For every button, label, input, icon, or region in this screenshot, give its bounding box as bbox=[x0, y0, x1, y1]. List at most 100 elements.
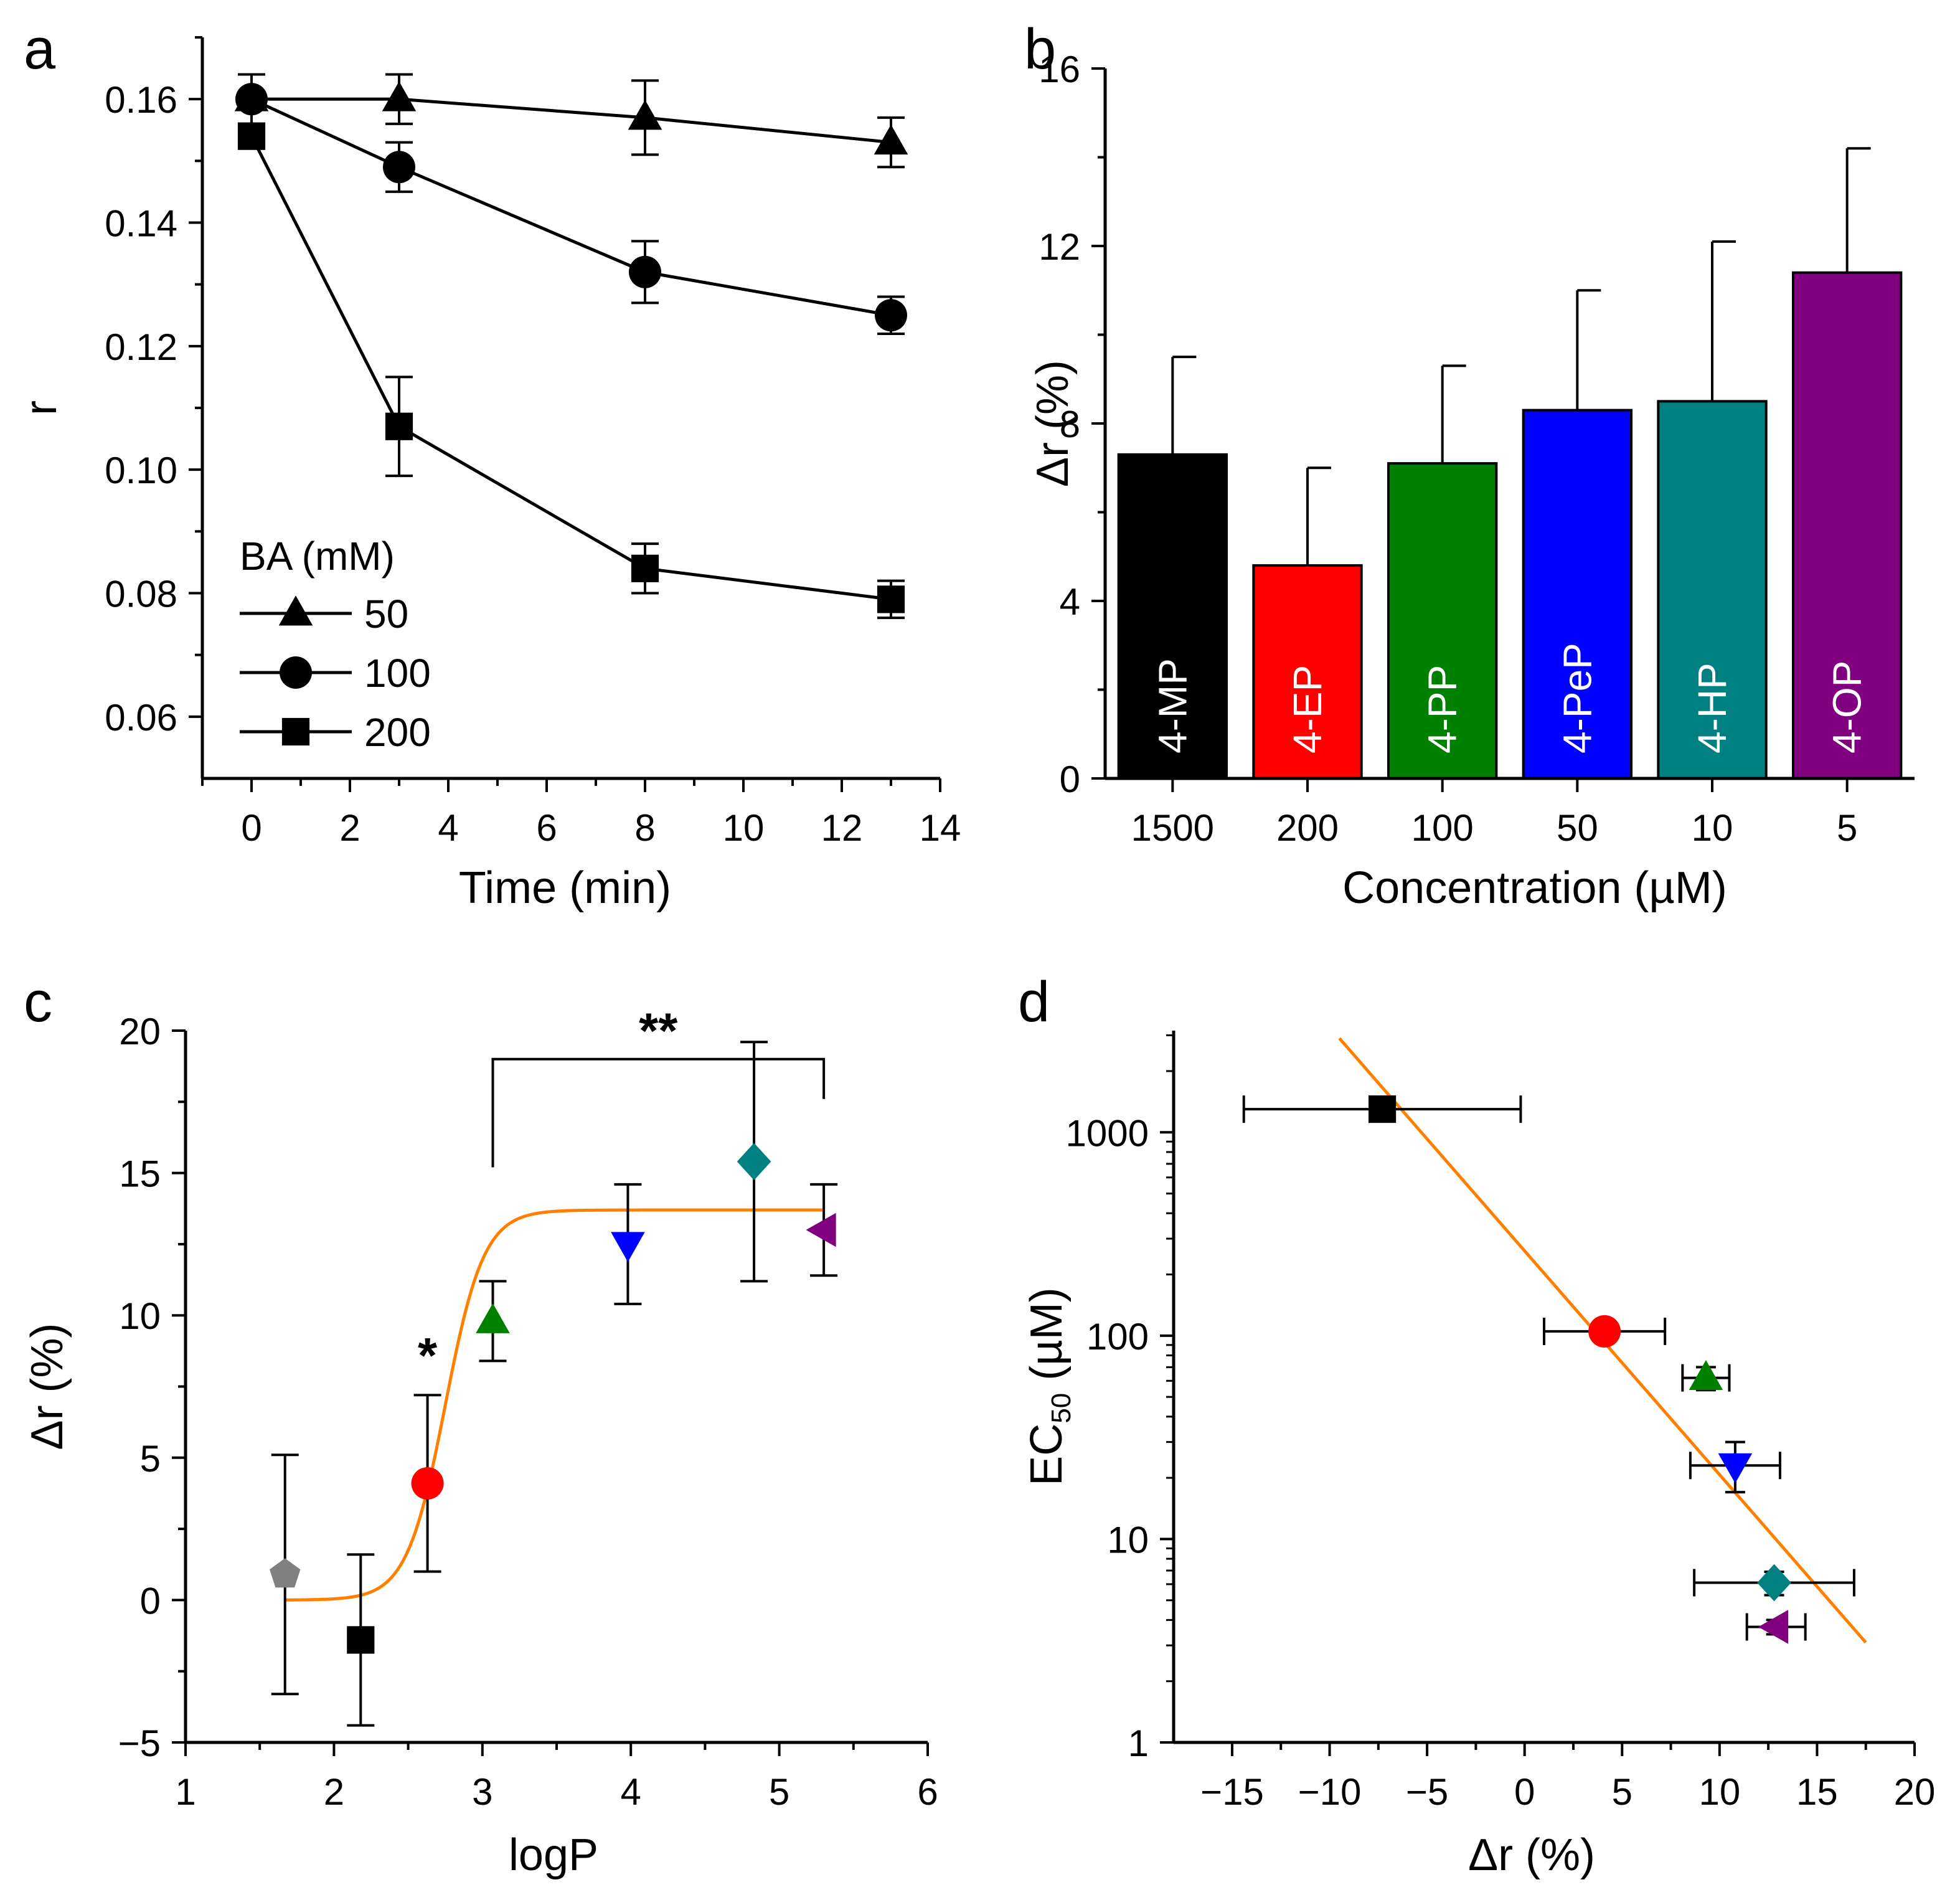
x-tick-label: 0 bbox=[241, 807, 261, 849]
x-tick-label: 10 bbox=[723, 807, 765, 849]
point-100 bbox=[383, 151, 415, 184]
legend-marker-100 bbox=[280, 656, 312, 689]
x-tick-label: 8 bbox=[634, 807, 655, 849]
data-point-diamond bbox=[737, 1143, 771, 1181]
y-tick-label: 20 bbox=[119, 1011, 161, 1052]
data-point-circle bbox=[411, 1467, 444, 1500]
y-tick-label: 0.14 bbox=[105, 203, 177, 245]
y-tick-label: 0.06 bbox=[105, 697, 177, 739]
x-tick-label: 12 bbox=[821, 807, 863, 849]
series-line-200 bbox=[250, 135, 892, 601]
x-tick-label: 15 bbox=[1796, 1771, 1838, 1813]
y-axis-title: Δr (%) bbox=[22, 1323, 72, 1450]
x-tick-label: 20 bbox=[1894, 1771, 1936, 1813]
x-tick-label: −5 bbox=[1406, 1771, 1448, 1813]
x-tick-label: 14 bbox=[920, 807, 961, 849]
x-tick-label: 5 bbox=[769, 1771, 789, 1813]
bar-label-4-PeP: 4-PeP bbox=[1555, 643, 1600, 754]
significance-double-star: ** bbox=[639, 1003, 678, 1059]
data-point-pentagon bbox=[270, 1558, 301, 1588]
y-tick-label: −5 bbox=[118, 1723, 161, 1764]
x-tick-label: 5 bbox=[1837, 807, 1857, 849]
y-tick-label: 12 bbox=[1039, 226, 1080, 268]
legend-label-200: 200 bbox=[364, 710, 431, 755]
y-tick-label: 4 bbox=[1060, 581, 1080, 623]
x-tick-label: 2 bbox=[324, 1771, 344, 1813]
x-tick-label: 1 bbox=[175, 1771, 196, 1813]
x-axis-title: Concentration (µM) bbox=[1342, 863, 1727, 913]
y-tick-label: 0 bbox=[140, 1580, 161, 1622]
significance-bracket bbox=[491, 1057, 826, 1168]
legend-label-50: 50 bbox=[364, 592, 408, 636]
point-200 bbox=[237, 122, 266, 150]
series-line-50 bbox=[252, 97, 892, 144]
bar-label-4-MP: 4-MP bbox=[1150, 658, 1195, 754]
x-tick-label: −10 bbox=[1298, 1771, 1362, 1813]
y-tick-label: 16 bbox=[1039, 49, 1080, 90]
y-tick-label: 1000 bbox=[1066, 1112, 1149, 1154]
x-tick-label: 2 bbox=[339, 807, 360, 849]
data-point-triangle-down bbox=[1718, 1453, 1753, 1483]
point-100 bbox=[235, 83, 268, 116]
y-tick-label: 8 bbox=[1060, 404, 1080, 445]
x-tick-label: 5 bbox=[1612, 1771, 1633, 1813]
data-point-square bbox=[347, 1626, 375, 1654]
y-tick-label: 0.08 bbox=[105, 574, 177, 615]
point-50 bbox=[382, 81, 417, 111]
y-tick-label: 15 bbox=[119, 1153, 161, 1195]
panel-d-scatter-chart: −15 −10 −5 0 5 10 15 20 1 10 100 1000 Δr (%) EC50 (µM… bbox=[1022, 1031, 1935, 1880]
y-tick-label: 0.16 bbox=[105, 79, 177, 121]
significance-single-star: * bbox=[418, 1328, 438, 1383]
bar-label-4-OP: 4-OP bbox=[1825, 661, 1870, 754]
bar-4-PeP bbox=[1522, 409, 1633, 780]
point-50 bbox=[628, 100, 662, 130]
x-tick-label: 100 bbox=[1411, 807, 1474, 849]
y-axis-title-unit: (µM) bbox=[1022, 1287, 1072, 1392]
y-tick-label: 0.12 bbox=[105, 326, 177, 368]
x-tick-label: 3 bbox=[472, 1771, 492, 1813]
data-point-triangle-left bbox=[806, 1212, 836, 1247]
y-axis-title: r bbox=[16, 400, 66, 415]
y-tick-label: 10 bbox=[1107, 1519, 1149, 1561]
legend-label-100: 100 bbox=[364, 651, 431, 696]
panel-a-line-chart: 0 2 4 6 8 10 12 14 0.06 0.08 0.10 0.12 0.14 0.16 Time … bbox=[16, 36, 961, 913]
y-axis-title: Δr (%) bbox=[1028, 360, 1078, 487]
data-point-square bbox=[1368, 1095, 1397, 1123]
point-200 bbox=[877, 585, 905, 613]
x-tick-label: 4 bbox=[621, 1771, 641, 1813]
point-100 bbox=[629, 255, 661, 288]
x-tick-label: 200 bbox=[1276, 807, 1339, 849]
data-point-triangle-left bbox=[1758, 1610, 1789, 1644]
y-tick-label: 5 bbox=[140, 1438, 161, 1480]
x-axis-title: Time (min) bbox=[459, 863, 671, 913]
x-axis-title: logP bbox=[509, 1830, 598, 1880]
series-line-100 bbox=[250, 97, 892, 317]
y-axis-title: EC50 (µM) bbox=[1022, 1287, 1077, 1485]
y-axis-title-subscript: 50 bbox=[1046, 1393, 1077, 1424]
legend-marker-200 bbox=[281, 717, 310, 746]
bar-label-4-HP: 4-HP bbox=[1690, 663, 1735, 754]
x-tick-label: 10 bbox=[1699, 1771, 1740, 1813]
panel-letter-d: d bbox=[1018, 970, 1050, 1034]
y-tick-label: 10 bbox=[119, 1295, 161, 1337]
point-200 bbox=[631, 554, 659, 582]
data-point-diamond bbox=[1757, 1564, 1791, 1602]
bar-label-4-EP: 4-EP bbox=[1285, 665, 1330, 754]
y-tick-label: 0 bbox=[1060, 758, 1080, 800]
x-tick-label: 0 bbox=[1514, 1771, 1535, 1813]
x-tick-label: 50 bbox=[1557, 807, 1598, 849]
data-point-circle bbox=[1588, 1315, 1621, 1348]
point-100 bbox=[875, 299, 907, 332]
panel-letter-c: c bbox=[24, 970, 52, 1034]
panel-letter-a: a bbox=[24, 17, 56, 81]
data-point-triangle bbox=[1689, 1360, 1723, 1391]
y-tick-label: 1 bbox=[1128, 1723, 1149, 1764]
point-50 bbox=[874, 124, 908, 155]
point-200 bbox=[385, 412, 413, 440]
legend-marker-50 bbox=[278, 595, 313, 626]
y-tick-label: 100 bbox=[1086, 1316, 1149, 1358]
x-axis-title: Δr (%) bbox=[1468, 1830, 1595, 1880]
bar-4-MP bbox=[1117, 453, 1228, 780]
